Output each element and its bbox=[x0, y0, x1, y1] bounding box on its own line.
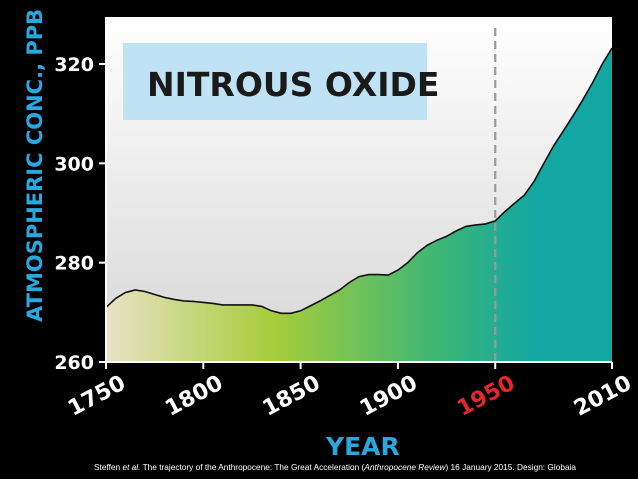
y-tick-label: 300 bbox=[54, 153, 94, 175]
credit-middle: The trajectory of the Anthropocene: The … bbox=[140, 462, 364, 472]
source-credit: Steffen et al. The trajectory of the Ant… bbox=[94, 462, 576, 472]
y-tick-label: 260 bbox=[54, 352, 94, 374]
y-tick-label: 320 bbox=[54, 54, 94, 76]
y-axis-title: ATMOSPHERIC CONC., PPB bbox=[23, 9, 47, 322]
x-tick-label: 1800 bbox=[161, 371, 227, 422]
x-tick-label: 1750 bbox=[64, 371, 130, 422]
credit-journal: Anthropocene Review bbox=[363, 462, 446, 472]
x-axis-title: YEAR bbox=[325, 432, 400, 461]
x-tick-label: 1900 bbox=[356, 371, 422, 422]
chart-title-box bbox=[123, 43, 427, 120]
chart-title: NITROUS OXIDE bbox=[147, 65, 439, 104]
credit-prefix: Steffen bbox=[94, 462, 122, 472]
credit-suffix: ) 16 January 2015. Design: Globaia bbox=[445, 462, 576, 472]
area-fill bbox=[106, 48, 612, 362]
series-line bbox=[105, 47, 613, 315]
y-tick-label: 280 bbox=[54, 253, 94, 275]
x-tick-label: 1950 bbox=[453, 371, 519, 422]
x-tick-label: 1850 bbox=[259, 371, 325, 422]
x-tick-label: 2010 bbox=[570, 371, 636, 422]
credit-etal: et al. bbox=[122, 462, 140, 472]
